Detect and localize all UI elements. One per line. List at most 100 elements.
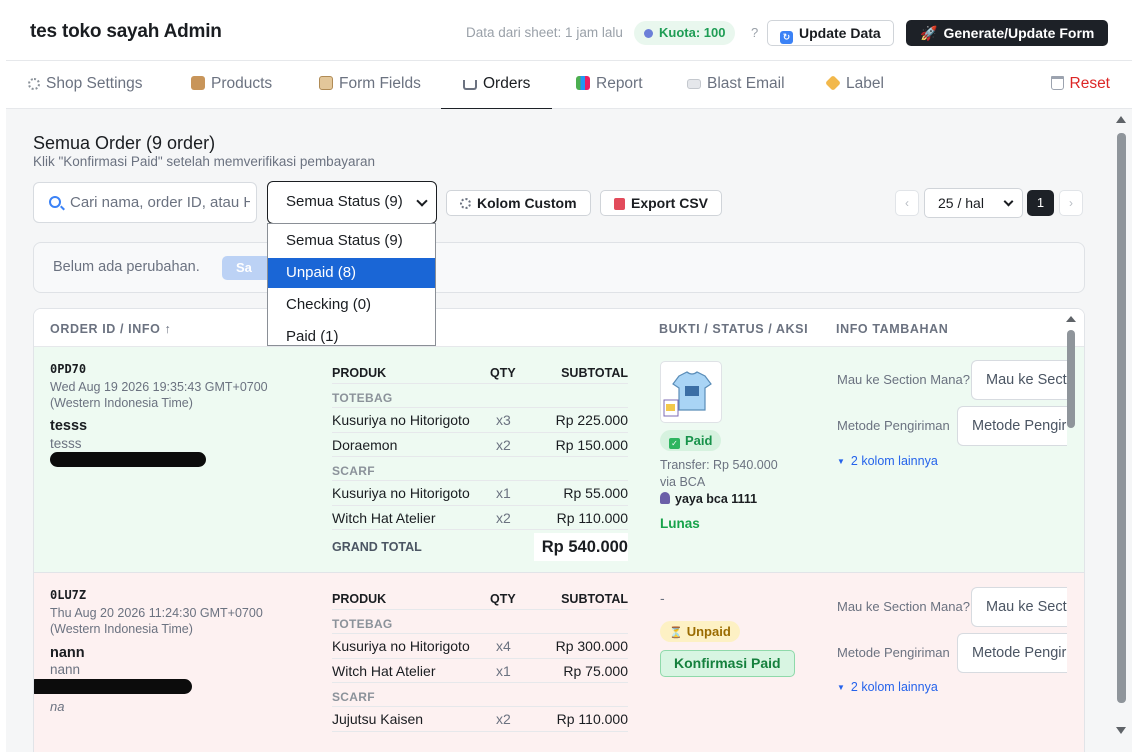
scroll-up-icon[interactable]	[1116, 116, 1126, 123]
product-subtotal: Rp 75.000	[563, 662, 628, 679]
search-icon	[49, 196, 61, 208]
more-columns-link[interactable]: ▼ 2 kolom lainnya	[837, 454, 938, 468]
product-category: SCARF	[332, 457, 628, 481]
table-header: ORDER ID / INFO ↑ BUKTI / STATUS / AKSI …	[34, 309, 1084, 347]
product-qty: x1	[496, 485, 511, 501]
orders-table: ORDER ID / INFO ↑ BUKTI / STATUS / AKSI …	[33, 308, 1085, 752]
table-scrollbar[interactable]	[1063, 312, 1079, 642]
product-category: TOTEBAG	[332, 610, 628, 634]
export-csv-button[interactable]: Export CSV	[600, 190, 723, 216]
tshirt-image	[663, 371, 712, 417]
chevron-down-icon	[416, 195, 428, 207]
category-name: SCARF	[332, 464, 375, 478]
category-name: TOTEBAG	[332, 617, 393, 631]
product-category: SCARF	[332, 683, 628, 707]
order-id: 0PD70	[50, 362, 87, 376]
transfer-amount: Transfer: Rp 540.000	[660, 458, 778, 472]
product-qty: x2	[496, 509, 511, 526]
redacted-phone	[34, 679, 192, 694]
section-input[interactable]	[971, 360, 1067, 400]
tab-form-fields[interactable]: Form Fields	[319, 61, 421, 109]
shipping-method-input[interactable]	[957, 406, 1067, 446]
generate-form-button[interactable]: 🚀 Generate/Update Form	[906, 20, 1109, 46]
page-number-button[interactable]: 1	[1027, 190, 1054, 216]
changes-text: Belum ada perubahan.	[53, 259, 200, 275]
per-page-value: 25 / hal	[938, 195, 984, 211]
cart-icon	[463, 80, 477, 90]
product-subtotal: Rp 110.000	[556, 509, 628, 526]
tab-label: Products	[211, 75, 273, 92]
product-subtotal: Rp 150.000	[555, 436, 628, 453]
status-option-checking[interactable]: Checking (0)	[286, 296, 372, 313]
payment-proof-thumbnail[interactable]	[660, 361, 722, 423]
customer-name: nann	[50, 645, 85, 661]
more-columns-link[interactable]: ▼ 2 kolom lainnya	[837, 680, 938, 694]
product-subtotal: Rp 300.000	[555, 638, 628, 654]
help-icon[interactable]: ?	[751, 25, 759, 40]
orders-panel: Semua Order (9 order) Klik "Konfirmasi P…	[6, 109, 1132, 752]
product-row: Doraemon x2 Rp 150.000	[332, 433, 628, 457]
gear-icon	[460, 198, 471, 209]
shipping-method-input[interactable]	[957, 633, 1067, 673]
scrollbar-thumb[interactable]	[1067, 330, 1075, 428]
bank-account: yaya bca 1111	[660, 492, 757, 506]
status-filter-select[interactable]: Semua Status (9)	[267, 181, 437, 224]
tab-blast-email[interactable]: Blast Email	[687, 61, 785, 109]
subtotal-header: SUBTOTAL	[561, 366, 628, 380]
quota-icon	[644, 29, 653, 38]
product-name: Witch Hat Atelier	[332, 662, 436, 679]
caret-down-icon: ▼	[837, 683, 845, 692]
tab-shop-settings[interactable]: Shop Settings	[28, 61, 143, 109]
product-table-header: PRODUK QTY SUBTOTAL	[332, 360, 628, 384]
product-name: Kusuriya no Hitorigoto	[332, 638, 470, 654]
tab-label: Orders	[483, 75, 531, 92]
product-subtotal: Rp 55.000	[563, 485, 628, 501]
scroll-down-icon[interactable]	[1116, 727, 1126, 734]
info-label-shipping: Metode Pengiriman	[837, 645, 950, 660]
proof-empty: -	[660, 590, 665, 606]
konfirmasi-paid-button[interactable]: Konfirmasi Paid	[660, 650, 795, 677]
category-name: SCARF	[332, 690, 375, 704]
status-option-unpaid[interactable]: Unpaid (8)	[268, 258, 435, 288]
reset-button[interactable]: Reset	[1050, 61, 1110, 107]
section-input[interactable]	[971, 587, 1067, 627]
tab-products[interactable]: Products	[191, 61, 272, 109]
tab-label: Report	[596, 75, 643, 92]
info-label-section: Mau ke Section Mana?	[837, 372, 970, 387]
page-scrollbar[interactable]	[1113, 109, 1129, 752]
qty-header: QTY	[490, 592, 516, 606]
sync-status: Data dari sheet: 1 jam lalu	[466, 25, 623, 40]
product-row: Kusuriya no Hitorigoto x1 Rp 55.000	[332, 481, 628, 506]
tab-label: Form Fields	[339, 75, 421, 92]
kolom-custom-label: Kolom Custom	[477, 195, 577, 211]
scrollbar-thumb[interactable]	[1117, 133, 1126, 703]
status-option-paid[interactable]: Paid (1)	[286, 328, 339, 345]
download-icon	[614, 198, 625, 210]
column-header-order[interactable]: ORDER ID / INFO ↑	[50, 322, 172, 336]
grand-total-value: Rp 540.000	[533, 533, 628, 561]
next-page-button[interactable]: ›	[1059, 190, 1083, 216]
status-option-all[interactable]: Semua Status (9)	[286, 232, 403, 249]
tab-report[interactable]: Report	[576, 61, 643, 109]
search-box	[33, 182, 257, 223]
search-input[interactable]	[70, 183, 250, 222]
product-qty: x1	[496, 662, 511, 679]
prev-page-button[interactable]: ‹	[895, 190, 919, 216]
produk-header: PRODUK	[332, 366, 387, 380]
payment-status-lunas: Lunas	[660, 516, 700, 531]
tab-label[interactable]: Label	[825, 61, 884, 109]
tab-bar: Shop Settings Products Form Fields Order…	[6, 60, 1132, 110]
tag-icon	[825, 75, 841, 91]
per-page-select[interactable]: 25 / hal	[924, 188, 1023, 218]
status-badge-paid: ✓ Paid	[660, 430, 722, 451]
caret-down-icon: ▼	[837, 457, 845, 466]
update-data-button[interactable]: ↻ Update Data	[767, 20, 894, 46]
bar-chart-icon	[576, 76, 590, 90]
kolom-custom-button[interactable]: Kolom Custom	[446, 190, 591, 216]
update-data-label: Update Data	[799, 25, 881, 41]
status-filter-value: Semua Status (9)	[286, 193, 403, 210]
customer-name: tesss	[50, 418, 88, 434]
rocket-icon: 🚀	[920, 25, 938, 41]
scroll-up-icon[interactable]	[1066, 316, 1076, 322]
tab-orders[interactable]: Orders	[440, 61, 553, 110]
